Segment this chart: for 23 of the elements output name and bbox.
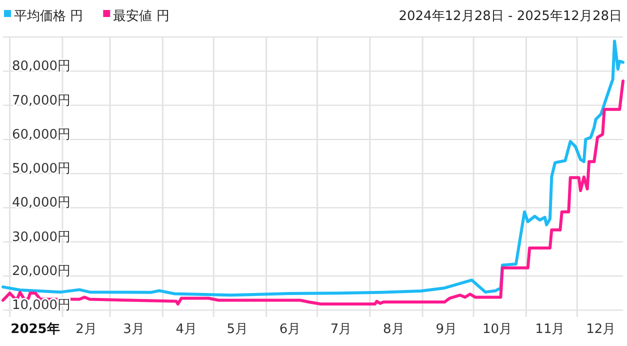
x-tick-label: 12月 <box>586 322 616 337</box>
chart-title: 2024年12月28日 - 2025年12月28日 <box>398 9 622 24</box>
x-tick-label: 11月 <box>535 322 565 337</box>
x-tick-label: 3月 <box>123 322 144 337</box>
y-tick-label: 30,000円 <box>12 230 70 245</box>
x-tick-label: 4月 <box>176 322 198 337</box>
x-tick-label: 10月 <box>482 322 512 337</box>
x-tick-label: 5月 <box>226 322 248 337</box>
y-tick-label: 70,000円 <box>12 93 70 108</box>
x-tick-label: 2025年 <box>10 322 60 337</box>
x-tick-label: 2月 <box>76 322 97 337</box>
y-tick-label: 60,000円 <box>12 127 70 142</box>
y-tick-label: 50,000円 <box>12 162 70 177</box>
legend-label: 最安値 円 <box>113 8 170 24</box>
y-tick-label: 10,000円 <box>12 298 70 314</box>
x-tick-label: 8月 <box>383 322 404 337</box>
y-tick-label: 40,000円 <box>12 196 70 211</box>
x-tick-label: 6月 <box>279 322 301 337</box>
legend-label: 平均価格 円 <box>14 9 84 24</box>
x-tick-label: 7月 <box>330 322 352 337</box>
y-tick-label: 80,000円 <box>12 59 70 74</box>
x-tick-label: 9月 <box>436 322 457 337</box>
y-tick-label: 20,000円 <box>12 264 70 280</box>
